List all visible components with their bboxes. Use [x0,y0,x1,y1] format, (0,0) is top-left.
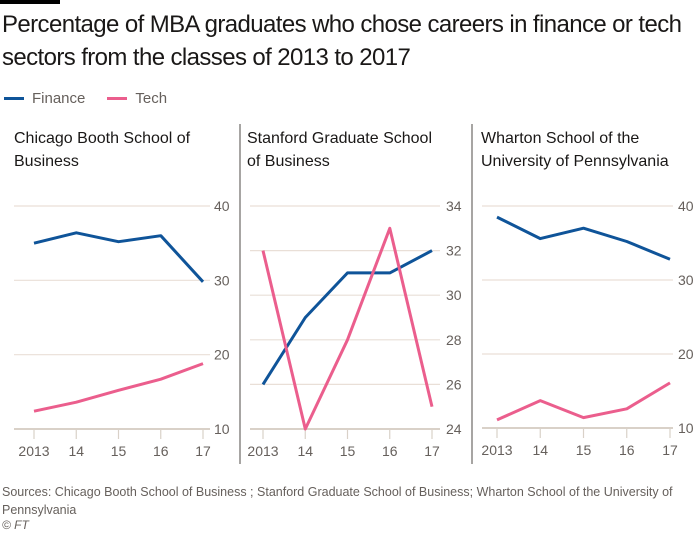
stanford-ytick-label: 26 [446,376,462,392]
legend-item-finance: Finance [4,90,85,107]
legend-label-finance: Finance [32,90,86,107]
chicago-xtick-label: 17 [195,443,211,459]
chicago-ytick-label: 30 [214,272,230,288]
wharton-xtick-label: 2013 [481,442,512,458]
chicago-xtick-label: 16 [153,443,169,459]
panel-divider [239,124,241,464]
chicago-tech-line [33,362,204,413]
wharton-xtick-label: 16 [619,442,635,458]
panel-title-wharton: Wharton School of the University of Penn… [481,130,669,170]
chicago-xtick-label: 2013 [18,443,49,459]
legend: Finance Tech [4,90,167,107]
stanford-ytick-label: 34 [446,198,462,214]
chicago-xtick-label: 14 [68,443,84,459]
stanford-tech-line [261,226,434,431]
ft-top-bar [0,0,60,4]
stanford-xtick-label: 2013 [247,443,278,459]
wharton-ytick-label: 30 [678,272,694,288]
panel-title-stanford: Stanford Graduate School of Business [247,130,433,170]
chicago-finance-line [33,231,205,283]
wharton-ytick-label: 40 [678,198,694,214]
wharton-xtick-label: 15 [576,442,592,458]
stanford-ytick-label: 24 [446,421,462,437]
legend-label-tech: Tech [135,90,168,107]
stanford-xtick-label: 16 [382,443,398,459]
wharton-tech-line [496,381,671,422]
legend-item-tech: Tech [107,90,167,107]
wharton-xtick-label: 17 [662,442,678,458]
chicago-xtick-label: 15 [111,443,127,459]
stanford-xtick-label: 15 [340,443,356,459]
panel-title-chicago: Chicago Booth School of Business [14,130,191,170]
copyright: © FT [2,518,29,532]
wharton-ytick-label: 10 [678,420,694,436]
sources-note: Sources: Chicago Booth School of Busines… [2,485,673,517]
wharton-xtick-label: 14 [532,442,548,458]
stanford-ytick-label: 30 [446,287,462,303]
legend-swatch-finance [4,97,24,100]
chart-title: Percentage of MBA graduates who chose ca… [2,11,682,71]
stanford-ytick-label: 32 [446,243,462,259]
legend-swatch-tech [107,97,128,100]
stanford-xtick-label: 17 [424,443,440,459]
wharton-ytick-label: 20 [678,346,694,362]
panel-divider [471,124,473,464]
chicago-ytick-label: 10 [214,421,230,437]
stanford-finance-line [261,249,433,386]
wharton-finance-line [496,215,671,261]
chicago-ytick-label: 20 [214,347,230,363]
stanford-ytick-label: 28 [446,332,462,348]
stanford-xtick-label: 14 [297,443,313,459]
chicago-ytick-label: 40 [214,198,230,214]
